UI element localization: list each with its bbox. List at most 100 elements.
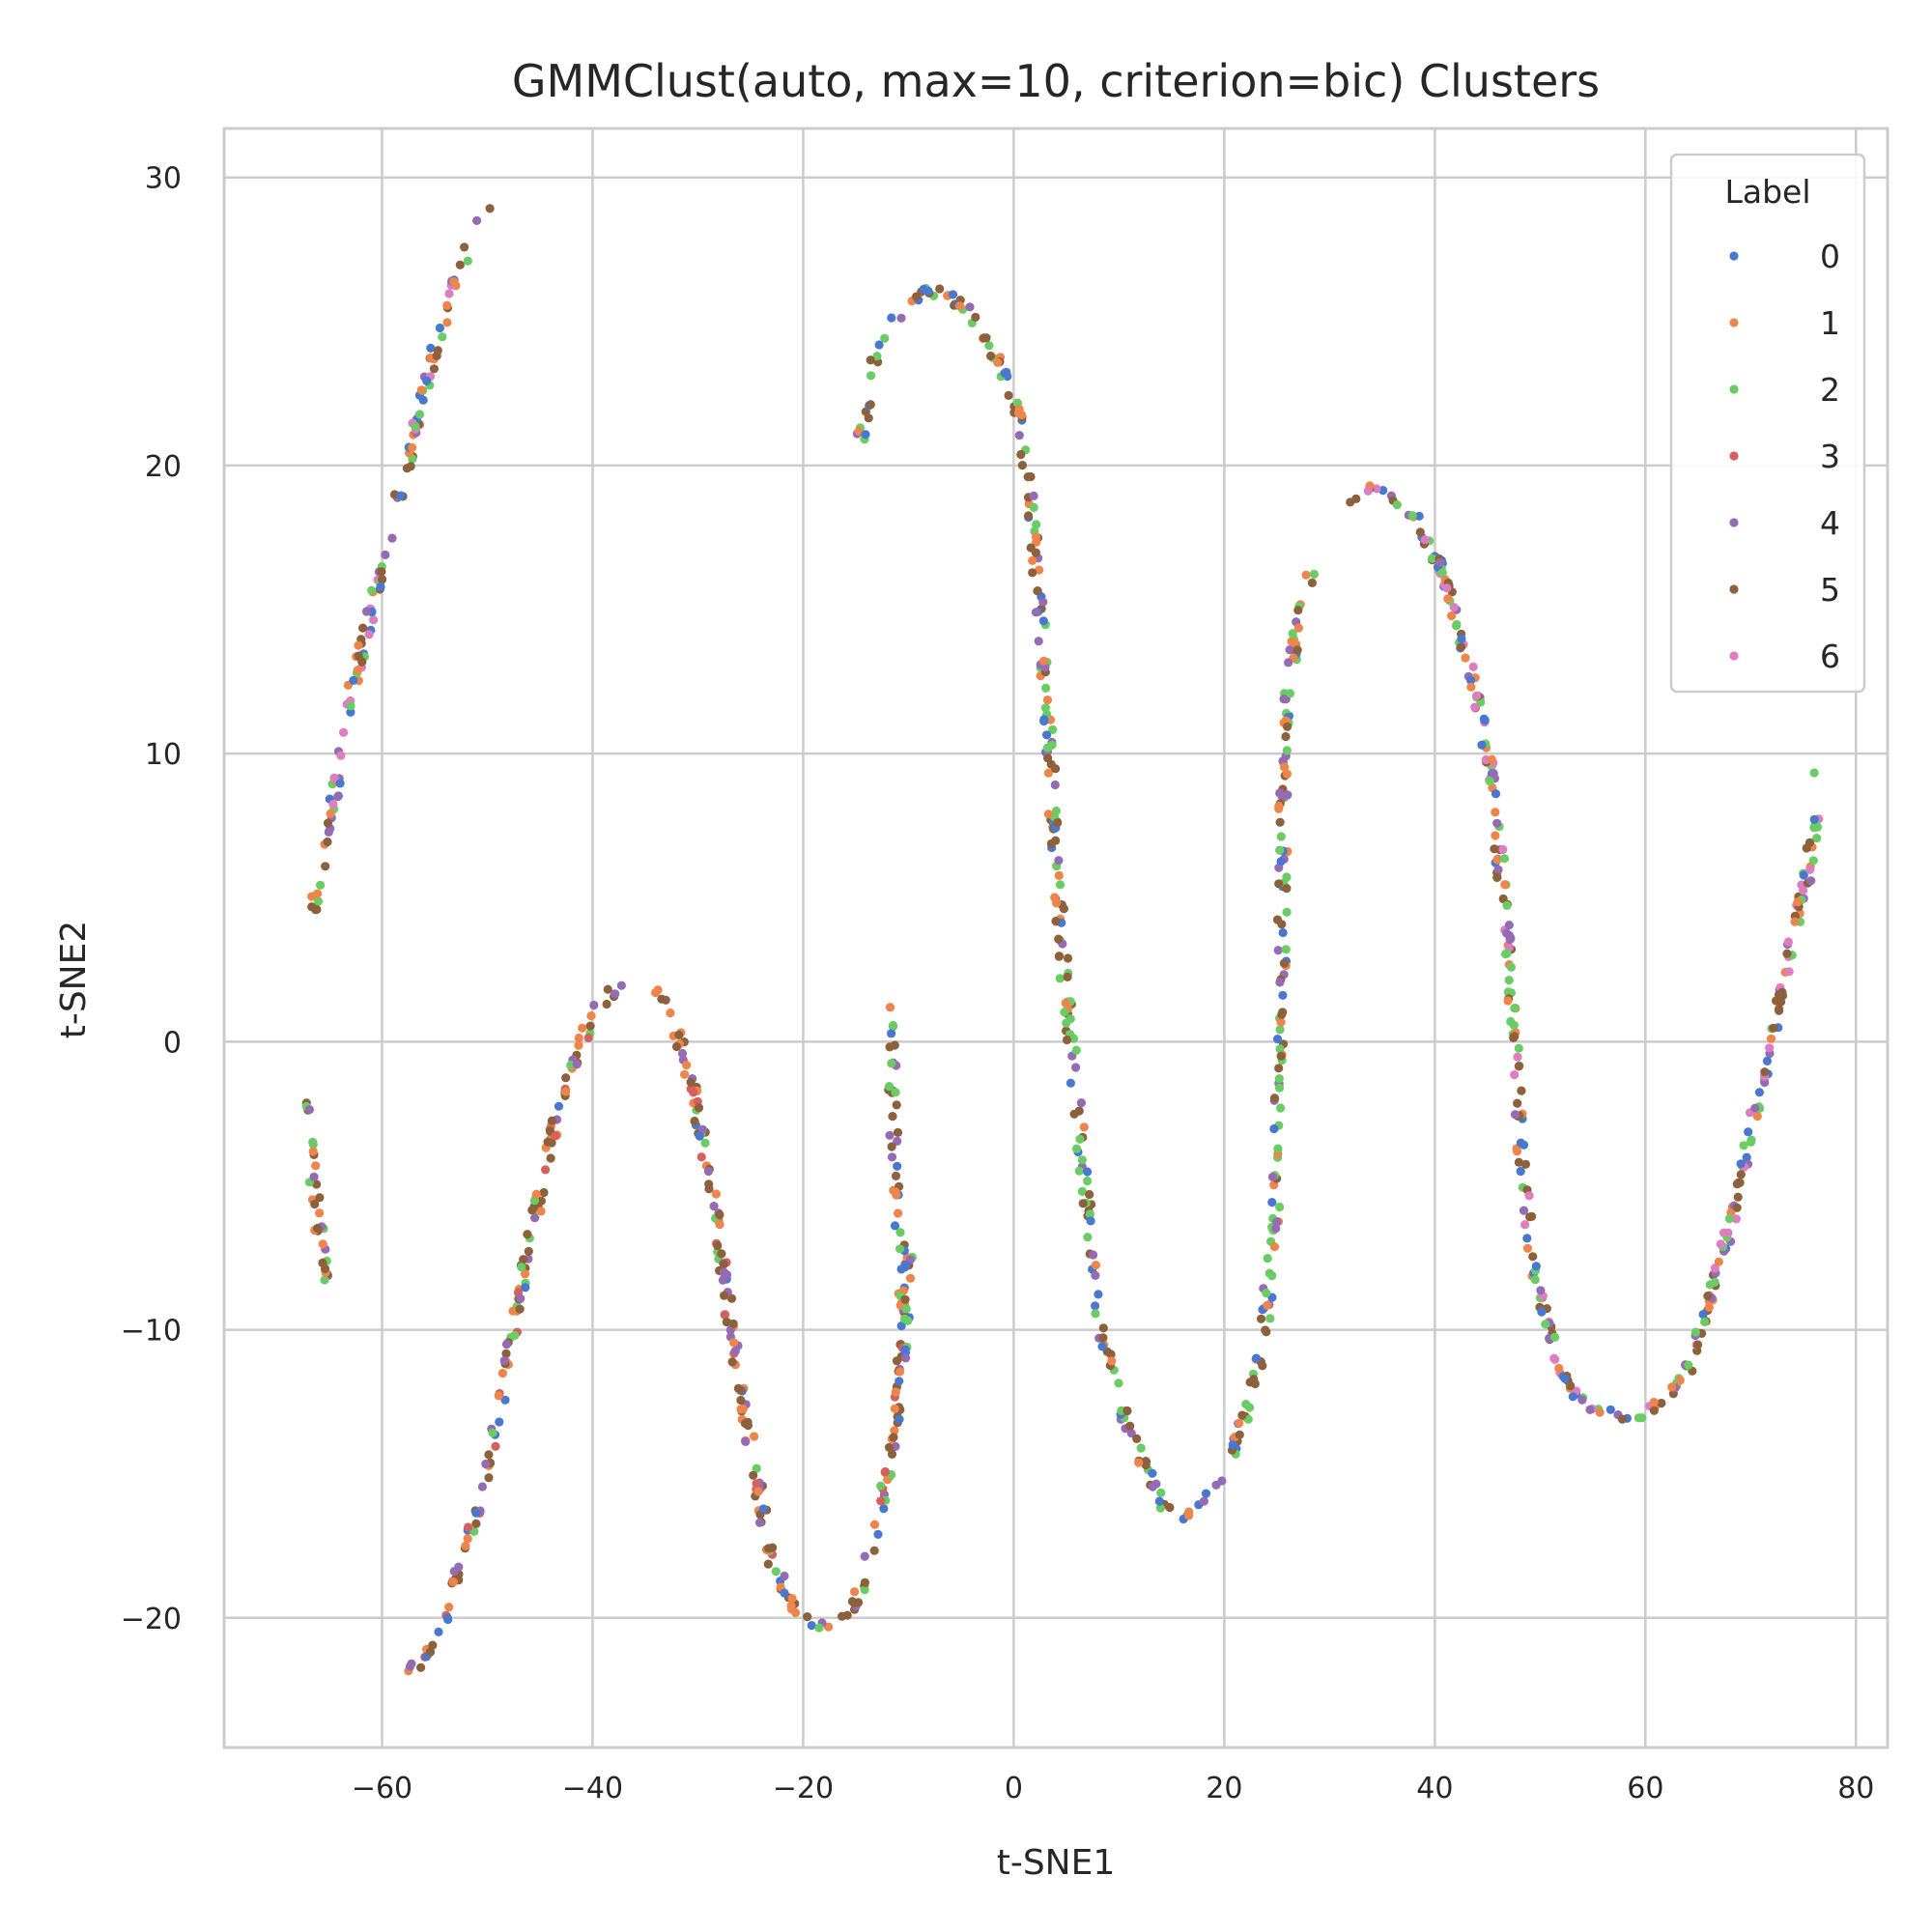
data-point bbox=[741, 1436, 751, 1446]
data-point bbox=[787, 1594, 797, 1604]
data-point bbox=[1307, 578, 1317, 588]
data-point bbox=[1156, 1488, 1166, 1497]
data-point bbox=[763, 1559, 773, 1569]
data-point bbox=[695, 1131, 704, 1141]
data-point bbox=[730, 1346, 740, 1356]
y-tick-label: −20 bbox=[121, 1603, 182, 1636]
data-point bbox=[1065, 1078, 1075, 1088]
data-point bbox=[1114, 1378, 1123, 1388]
data-point bbox=[1276, 832, 1286, 841]
data-point bbox=[1443, 594, 1453, 604]
data-point bbox=[434, 1627, 443, 1636]
data-point bbox=[1489, 769, 1498, 779]
data-point bbox=[536, 1207, 546, 1216]
data-point bbox=[1054, 934, 1064, 944]
data-point bbox=[715, 1219, 724, 1230]
data-point bbox=[713, 1240, 723, 1251]
data-point bbox=[324, 827, 333, 838]
data-point bbox=[1493, 865, 1503, 874]
data-point bbox=[1029, 502, 1038, 513]
data-point bbox=[378, 575, 387, 584]
data-point bbox=[935, 284, 945, 294]
data-point bbox=[1442, 583, 1452, 593]
data-point bbox=[1039, 715, 1049, 724]
x-tick-label: 40 bbox=[1416, 1772, 1453, 1805]
legend-label: 5 bbox=[1820, 571, 1840, 609]
data-point bbox=[1059, 904, 1068, 914]
data-point bbox=[764, 1544, 774, 1553]
data-point bbox=[1784, 967, 1794, 977]
data-point bbox=[1263, 1254, 1272, 1264]
data-point bbox=[905, 1273, 916, 1283]
data-point bbox=[1525, 1212, 1535, 1222]
data-point bbox=[728, 1319, 738, 1328]
data-point bbox=[1503, 996, 1513, 1006]
data-point bbox=[1053, 818, 1063, 828]
data-point bbox=[1293, 623, 1303, 633]
data-point bbox=[411, 422, 420, 432]
data-point bbox=[923, 286, 933, 296]
data-point bbox=[1237, 1410, 1247, 1420]
data-point bbox=[1466, 682, 1476, 692]
data-point bbox=[1550, 1354, 1560, 1364]
data-point bbox=[1274, 1064, 1284, 1073]
data-point bbox=[443, 1614, 453, 1625]
data-point bbox=[895, 1244, 905, 1254]
data-point bbox=[521, 1283, 530, 1293]
data-point bbox=[1762, 1056, 1772, 1065]
data-point bbox=[709, 1202, 719, 1211]
data-point bbox=[1267, 1271, 1277, 1281]
data-point bbox=[1055, 974, 1065, 983]
data-point bbox=[1744, 1127, 1753, 1137]
data-point bbox=[1031, 608, 1041, 617]
data-point bbox=[1514, 1157, 1523, 1167]
data-point bbox=[850, 1587, 860, 1597]
data-point bbox=[422, 376, 432, 385]
data-point bbox=[1132, 1434, 1142, 1443]
data-point bbox=[860, 1551, 869, 1561]
data-point bbox=[1667, 1382, 1677, 1392]
data-point bbox=[1372, 484, 1381, 494]
data-point bbox=[861, 430, 870, 440]
data-point bbox=[313, 889, 323, 898]
x-tick-label: −60 bbox=[352, 1772, 412, 1805]
data-point bbox=[1269, 1094, 1280, 1103]
data-point bbox=[1074, 1166, 1084, 1176]
legend-marker bbox=[1729, 384, 1739, 394]
data-point bbox=[491, 1441, 500, 1451]
legend: Label 0 1 2 3 4 5 6 bbox=[1669, 153, 1866, 694]
data-point bbox=[543, 1137, 553, 1147]
data-point bbox=[1278, 927, 1288, 938]
data-point bbox=[895, 1367, 905, 1377]
data-point bbox=[1693, 1340, 1703, 1350]
x-tick-label: 20 bbox=[1206, 1772, 1242, 1805]
data-point bbox=[807, 1621, 816, 1631]
data-point bbox=[1141, 1461, 1151, 1470]
data-point bbox=[1042, 743, 1052, 753]
data-point bbox=[536, 1196, 547, 1206]
data-point bbox=[786, 1601, 796, 1610]
data-point bbox=[1043, 810, 1053, 819]
data-point bbox=[1285, 689, 1294, 698]
data-point bbox=[455, 260, 465, 270]
data-point bbox=[1272, 1217, 1282, 1227]
data-point bbox=[603, 984, 612, 994]
data-point bbox=[1122, 1406, 1132, 1416]
data-point bbox=[1568, 1392, 1577, 1402]
data-point bbox=[1522, 1234, 1532, 1243]
data-point bbox=[1052, 898, 1062, 908]
data-point bbox=[574, 1040, 583, 1050]
data-point bbox=[539, 1187, 549, 1198]
data-point bbox=[464, 1522, 473, 1532]
legend-marker bbox=[1729, 651, 1739, 661]
data-point bbox=[682, 1061, 692, 1070]
data-point bbox=[1054, 952, 1064, 961]
data-point bbox=[1275, 978, 1285, 987]
data-point bbox=[1273, 1144, 1283, 1153]
data-point bbox=[497, 1368, 508, 1378]
data-point bbox=[320, 1275, 329, 1285]
data-point bbox=[1282, 884, 1292, 894]
data-point bbox=[1675, 1376, 1685, 1385]
legend-label: 6 bbox=[1820, 638, 1840, 675]
data-point bbox=[572, 1060, 582, 1069]
